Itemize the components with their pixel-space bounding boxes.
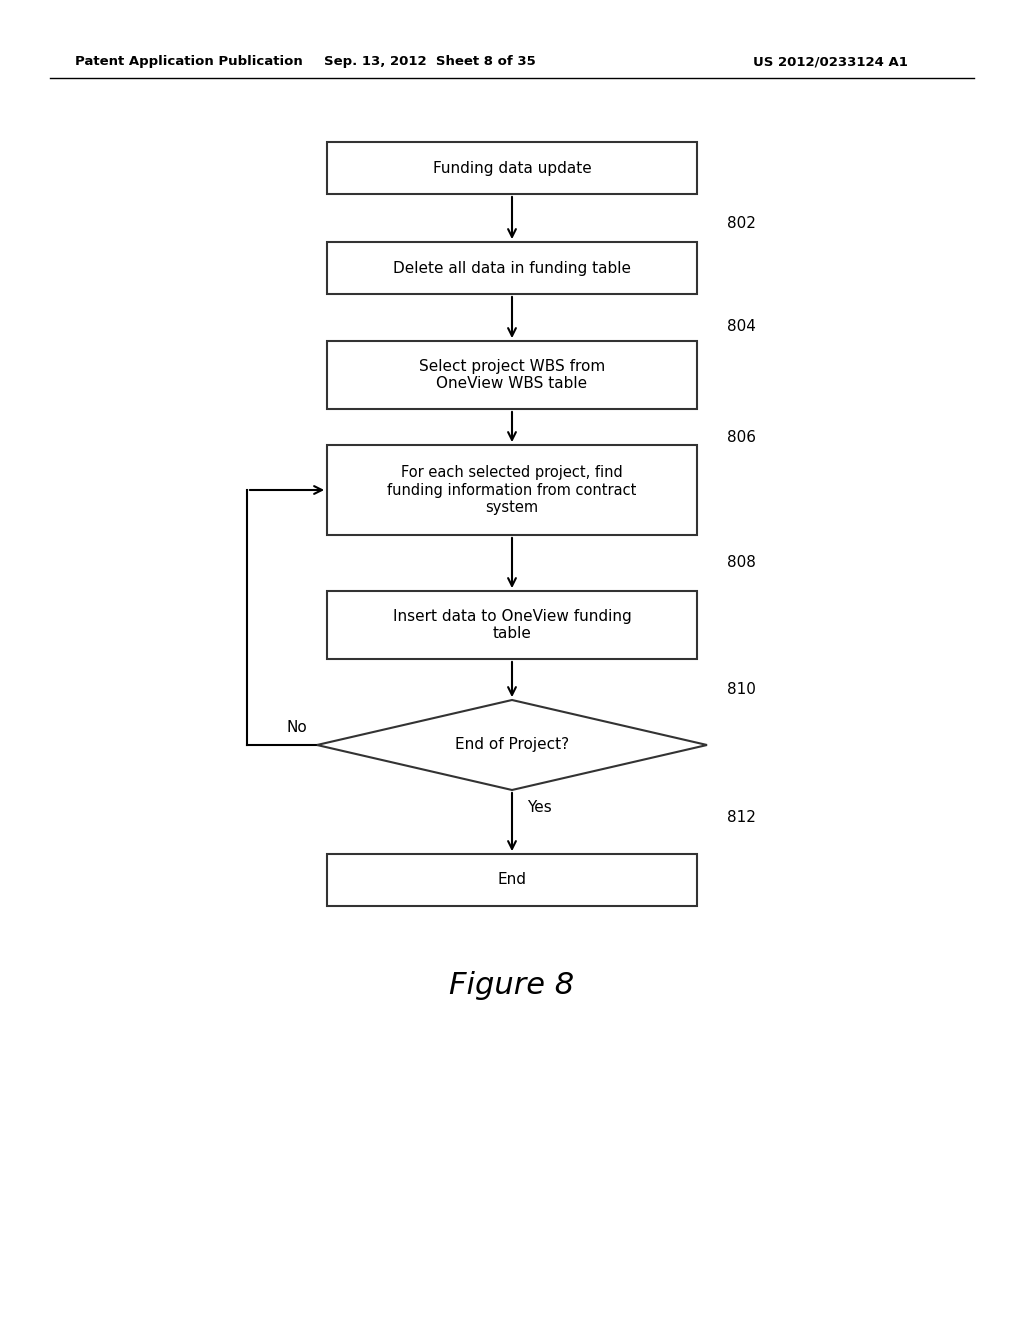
Text: For each selected project, find
funding information from contract
system: For each selected project, find funding …: [387, 465, 637, 515]
Text: Patent Application Publication: Patent Application Publication: [75, 55, 303, 69]
Text: Select project WBS from
OneView WBS table: Select project WBS from OneView WBS tabl…: [419, 359, 605, 391]
Text: End of Project?: End of Project?: [455, 738, 569, 752]
Text: Yes: Yes: [527, 800, 552, 816]
Text: Funding data update: Funding data update: [432, 161, 592, 176]
Text: No: No: [287, 719, 307, 734]
Text: 806: 806: [727, 430, 756, 445]
Text: Sep. 13, 2012  Sheet 8 of 35: Sep. 13, 2012 Sheet 8 of 35: [325, 55, 536, 69]
Text: Insert data to OneView funding
table: Insert data to OneView funding table: [392, 609, 632, 642]
Bar: [327, 341, 697, 409]
Bar: [327, 854, 697, 906]
Text: 802: 802: [727, 215, 756, 231]
Polygon shape: [317, 700, 707, 789]
Bar: [327, 242, 697, 294]
Text: Figure 8: Figure 8: [450, 970, 574, 999]
Text: End: End: [498, 873, 526, 887]
Text: US 2012/0233124 A1: US 2012/0233124 A1: [753, 55, 907, 69]
Bar: [327, 445, 697, 535]
Text: 810: 810: [727, 682, 756, 697]
Bar: [327, 591, 697, 659]
Bar: [327, 143, 697, 194]
Text: 808: 808: [727, 554, 756, 570]
Text: 812: 812: [727, 810, 756, 825]
Text: 804: 804: [727, 319, 756, 334]
Text: Delete all data in funding table: Delete all data in funding table: [393, 260, 631, 276]
